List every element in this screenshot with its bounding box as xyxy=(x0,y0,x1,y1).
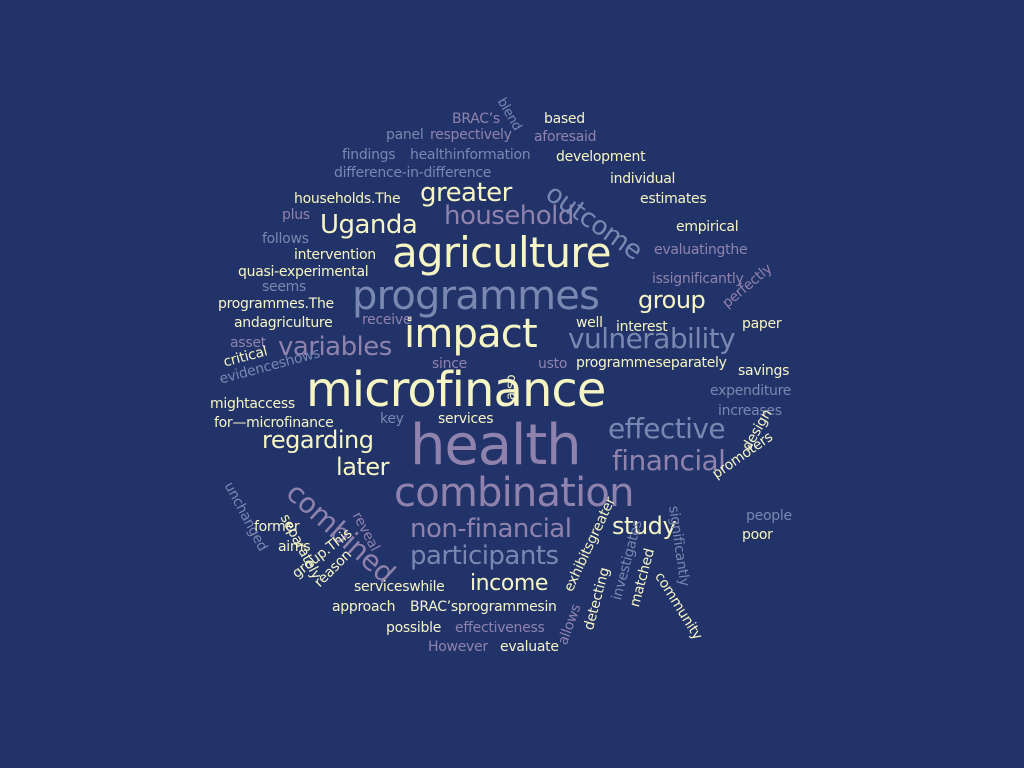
word-47: well xyxy=(576,315,603,331)
word-29: healthinformation xyxy=(410,147,531,163)
word-53: usto xyxy=(538,356,568,372)
word-33: households.The xyxy=(294,191,401,207)
word-12: household xyxy=(444,201,574,231)
word-50: asset xyxy=(230,335,266,351)
word-32: individual xyxy=(610,171,676,187)
word-3: programmes xyxy=(352,273,600,319)
word-15: Uganda xyxy=(320,210,418,240)
word-7: financial xyxy=(612,444,726,477)
word-39: intervention xyxy=(294,247,376,263)
word-24: based xyxy=(544,111,585,127)
word-16: variables xyxy=(278,332,392,362)
word-14: greater xyxy=(420,178,512,208)
word-69: significantly xyxy=(665,504,693,588)
word-52: since xyxy=(432,356,467,372)
word-63: services xyxy=(438,411,494,427)
word-72: poor xyxy=(742,527,773,543)
word-37: follows xyxy=(262,231,309,247)
word-42: seems xyxy=(262,279,307,295)
word-82: BRAC’sprogrammesin xyxy=(410,599,557,615)
word-60: increases xyxy=(718,403,782,419)
word-58: mightaccess xyxy=(210,396,295,412)
word-0: microfinance xyxy=(306,362,606,418)
word-70: people xyxy=(746,508,792,524)
word-17: regarding xyxy=(262,426,374,454)
word-18: later xyxy=(336,453,390,481)
word-81: approach xyxy=(332,599,396,615)
word-22: BRAC’s xyxy=(452,111,500,127)
word-11: participants xyxy=(410,541,559,571)
word-55: savings xyxy=(738,363,790,379)
word-19: group xyxy=(638,286,706,314)
word-5: impact xyxy=(404,311,538,357)
word-73: aims xyxy=(278,539,311,555)
word-20: study xyxy=(612,512,677,540)
word-25: panel xyxy=(386,127,424,143)
word-2: agriculture xyxy=(392,228,612,277)
word-41: issignificantly xyxy=(652,271,744,287)
word-26: respectively xyxy=(430,127,512,143)
word-27: aforesaid xyxy=(534,129,597,145)
word-45: andagriculture xyxy=(234,315,333,331)
word-79: serviceswhile xyxy=(354,579,445,595)
word-38: evaluatingthe xyxy=(654,242,748,258)
word-61: for—microfinance xyxy=(214,415,334,431)
word-85: effectiveness xyxy=(455,620,545,636)
word-65: unchanged xyxy=(220,479,271,554)
word-44: programmes.The xyxy=(218,296,334,312)
word-71: former xyxy=(254,519,300,535)
word-83: detecting xyxy=(581,565,614,632)
word-36: empirical xyxy=(676,219,739,235)
word-48: interest xyxy=(616,319,668,335)
word-30: development xyxy=(556,149,646,165)
word-1: health xyxy=(410,413,582,478)
word-62: key xyxy=(380,411,404,427)
word-4: combination xyxy=(394,470,634,516)
word-88: evaluate xyxy=(500,639,559,655)
word-21: income xyxy=(470,571,548,596)
word-34: estimates xyxy=(640,191,707,207)
word-57: expenditure xyxy=(710,383,792,399)
word-6: vulnerability xyxy=(568,322,736,355)
word-35: plus xyxy=(282,207,310,223)
word-31: difference-in-difference xyxy=(334,165,492,181)
word-54: programmeseparately xyxy=(576,355,727,371)
word-28: findings xyxy=(342,147,396,163)
word-46: receive xyxy=(362,312,412,328)
word-87: However xyxy=(428,639,488,655)
word-84: possible xyxy=(386,620,442,636)
word-49: paper xyxy=(742,316,782,332)
word-86: allows xyxy=(555,602,585,648)
word-10: non-financial xyxy=(410,514,572,544)
word-40: quasi-experimental xyxy=(238,264,369,280)
word-59: also xyxy=(504,374,519,400)
word-8: effective xyxy=(608,412,726,445)
